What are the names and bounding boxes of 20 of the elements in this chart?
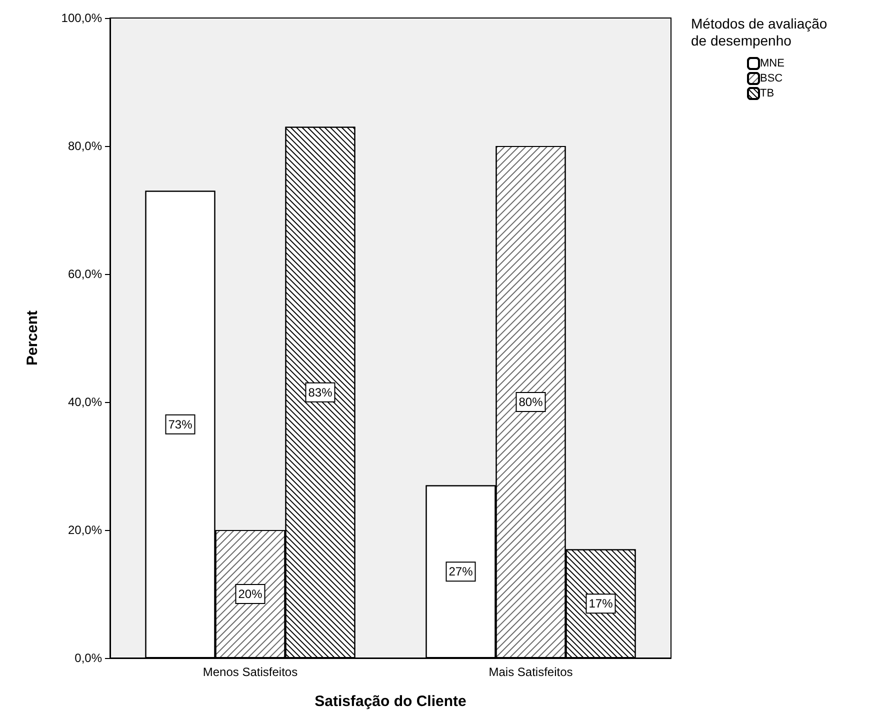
data-label: 83% <box>308 385 333 400</box>
data-label: 17% <box>588 596 614 611</box>
data-label: 80% <box>518 395 544 409</box>
y-axis-title: Percent <box>24 310 41 366</box>
legend-title: Métodos de avaliação de desempenho <box>691 16 832 48</box>
x-axis-title: Satisfação do Cliente <box>314 693 466 710</box>
legend-label: MNE <box>760 58 784 70</box>
x-tick-label: Mais Satisfeitos <box>488 665 573 679</box>
y-tick-label: 100,0% <box>61 11 102 25</box>
y-tick-label: 0,0% <box>74 651 102 665</box>
y-tick-label: 80,0% <box>68 139 102 153</box>
y-tick-label: 20,0% <box>68 523 102 537</box>
legend-label: BSC <box>760 72 783 84</box>
data-label: 27% <box>448 564 474 579</box>
y-tick-label: 40,0% <box>68 395 102 409</box>
x-tick-label: Menos Satisfeitos <box>202 665 298 679</box>
y-tick-label: 60,0% <box>68 267 102 281</box>
legend-label: TB <box>760 88 774 100</box>
data-label: 73% <box>168 417 193 432</box>
data-label: 20% <box>238 587 263 601</box>
